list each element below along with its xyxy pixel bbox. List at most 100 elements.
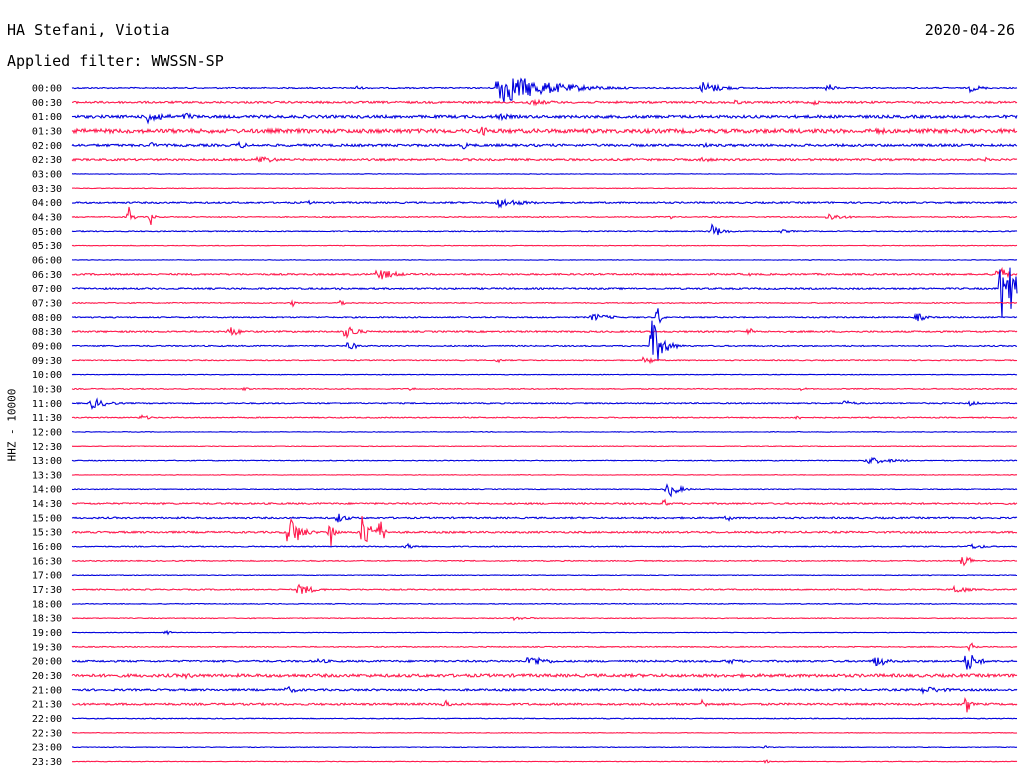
seismogram-trace bbox=[71, 456, 1018, 465]
seismogram-trace bbox=[71, 542, 1018, 550]
trace-group bbox=[71, 77, 1018, 764]
time-tick-label: 06:30 bbox=[32, 270, 62, 281]
seismogram-trace bbox=[71, 583, 1018, 594]
time-tick-label: 23:00 bbox=[32, 743, 62, 754]
time-tick-label: 22:00 bbox=[32, 714, 62, 725]
seismogram-trace bbox=[71, 498, 1018, 506]
seismogram-trace bbox=[71, 112, 1018, 125]
seismogram-trace bbox=[72, 198, 1018, 209]
time-tick-label: 14:00 bbox=[32, 485, 62, 496]
seismogram-trace bbox=[71, 629, 1018, 636]
seismogram-trace bbox=[71, 642, 1018, 652]
time-tick-label: 20:30 bbox=[32, 671, 62, 682]
seismogram-trace bbox=[72, 430, 1018, 433]
time-tick-label: 09:00 bbox=[32, 341, 62, 352]
seismogram-trace bbox=[71, 655, 1018, 670]
seismogram-trace bbox=[71, 685, 1018, 695]
time-tick-label: 13:00 bbox=[32, 456, 62, 467]
seismogram-trace bbox=[71, 356, 1018, 365]
seismogram-trace bbox=[71, 397, 1018, 411]
station-name: HA Stefani, Viotia bbox=[7, 21, 170, 39]
time-tick-label: 05:30 bbox=[32, 241, 62, 252]
time-tick-label: 16:00 bbox=[32, 542, 62, 553]
time-tick-label: 03:00 bbox=[32, 169, 62, 180]
seismogram-trace bbox=[71, 187, 1018, 190]
seismogram-trace bbox=[71, 445, 1017, 448]
seismogram-trace bbox=[71, 414, 1018, 420]
seismogram-trace bbox=[71, 574, 1018, 577]
time-tick-label: 10:30 bbox=[32, 384, 62, 395]
seismogram-trace bbox=[71, 717, 1017, 720]
seismogram-trace bbox=[71, 483, 1018, 498]
seismogram-trace bbox=[71, 672, 1018, 680]
seismogram-trace bbox=[71, 244, 1018, 247]
seismogram-trace bbox=[71, 173, 1018, 175]
seismogram-trace bbox=[72, 759, 1018, 764]
seismogram-trace bbox=[71, 267, 1018, 318]
seismogram-trace bbox=[71, 513, 1018, 523]
time-tick-label: 22:30 bbox=[32, 728, 62, 739]
filter-label: Applied filter: WWSSN-SP bbox=[7, 52, 224, 70]
time-tick-label: 16:30 bbox=[32, 556, 62, 567]
seismogram-trace bbox=[71, 516, 1018, 546]
seismogram-trace bbox=[72, 602, 1018, 606]
time-tick-label: 02:30 bbox=[32, 155, 62, 166]
time-tick-label: 05:00 bbox=[32, 227, 62, 238]
seismogram-trace bbox=[71, 126, 1018, 137]
seismogram-trace bbox=[71, 696, 1018, 713]
time-tick-label: 11:30 bbox=[32, 413, 62, 424]
seismogram-trace bbox=[71, 320, 1018, 360]
time-tick-label: 00:00 bbox=[32, 84, 62, 95]
time-tick-label: 01:00 bbox=[32, 112, 62, 123]
seismogram-trace bbox=[71, 373, 1018, 376]
time-tick-label: 19:00 bbox=[32, 628, 62, 639]
tick-label-group: 00:00 00:30 01:00 01:30 02:00 02:30 03:00 03:30… bbox=[32, 84, 62, 769]
time-tick-label: 01:30 bbox=[32, 126, 62, 137]
time-tick-label: 19:30 bbox=[32, 642, 62, 653]
seismogram-trace bbox=[72, 731, 1018, 734]
seismogram-trace bbox=[71, 77, 1018, 103]
seismogram-trace bbox=[71, 299, 1018, 308]
time-tick-label: 07:00 bbox=[32, 284, 62, 295]
time-tick-label: 04:30 bbox=[32, 212, 62, 223]
seismogram-trace bbox=[71, 206, 1018, 226]
time-tick-label: 15:00 bbox=[32, 513, 62, 524]
time-tick-label: 21:00 bbox=[32, 685, 62, 696]
time-tick-label: 09:30 bbox=[32, 356, 62, 367]
time-tick-label: 11:00 bbox=[32, 399, 62, 410]
record-date: 2020-04-26 bbox=[924, 21, 1015, 39]
time-tick-label: 20:00 bbox=[32, 657, 62, 668]
time-tick-label: 08:30 bbox=[32, 327, 62, 338]
seismogram-trace bbox=[71, 473, 1018, 476]
time-tick-label: 17:30 bbox=[32, 585, 62, 596]
time-tick-label: 12:00 bbox=[32, 427, 62, 438]
time-tick-label: 00:30 bbox=[32, 98, 62, 109]
time-tick-label: 12:30 bbox=[32, 442, 62, 453]
seismogram-trace bbox=[71, 308, 1018, 324]
seismogram-trace bbox=[71, 616, 1018, 622]
seismogram-trace bbox=[72, 98, 1018, 107]
time-tick-label: 18:00 bbox=[32, 599, 62, 610]
time-tick-label: 08:00 bbox=[32, 313, 62, 324]
time-tick-label: 23:30 bbox=[32, 757, 62, 768]
time-tick-label: 06:00 bbox=[32, 255, 62, 266]
seismogram-trace bbox=[71, 259, 1018, 261]
seismogram-trace bbox=[71, 386, 1018, 392]
seismogram-trace bbox=[71, 140, 1018, 150]
seismogram-trace bbox=[71, 266, 1018, 280]
time-tick-label: 03:30 bbox=[32, 184, 62, 195]
time-tick-label: 15:30 bbox=[32, 528, 62, 539]
seismogram-trace bbox=[71, 326, 1018, 339]
time-tick-label: 14:30 bbox=[32, 499, 62, 510]
time-tick-label: 10:00 bbox=[32, 370, 62, 381]
seismogram-trace bbox=[71, 556, 1018, 567]
time-tick-label: 04:00 bbox=[32, 198, 62, 209]
seismogram-trace bbox=[72, 745, 1018, 749]
time-tick-label: 21:30 bbox=[32, 700, 62, 711]
time-tick-label: 07:30 bbox=[32, 298, 62, 309]
time-tick-label: 13:30 bbox=[32, 470, 62, 481]
seismogram-trace bbox=[71, 155, 1018, 163]
time-tick-label: 02:00 bbox=[32, 141, 62, 152]
time-tick-label: 18:30 bbox=[32, 614, 62, 625]
